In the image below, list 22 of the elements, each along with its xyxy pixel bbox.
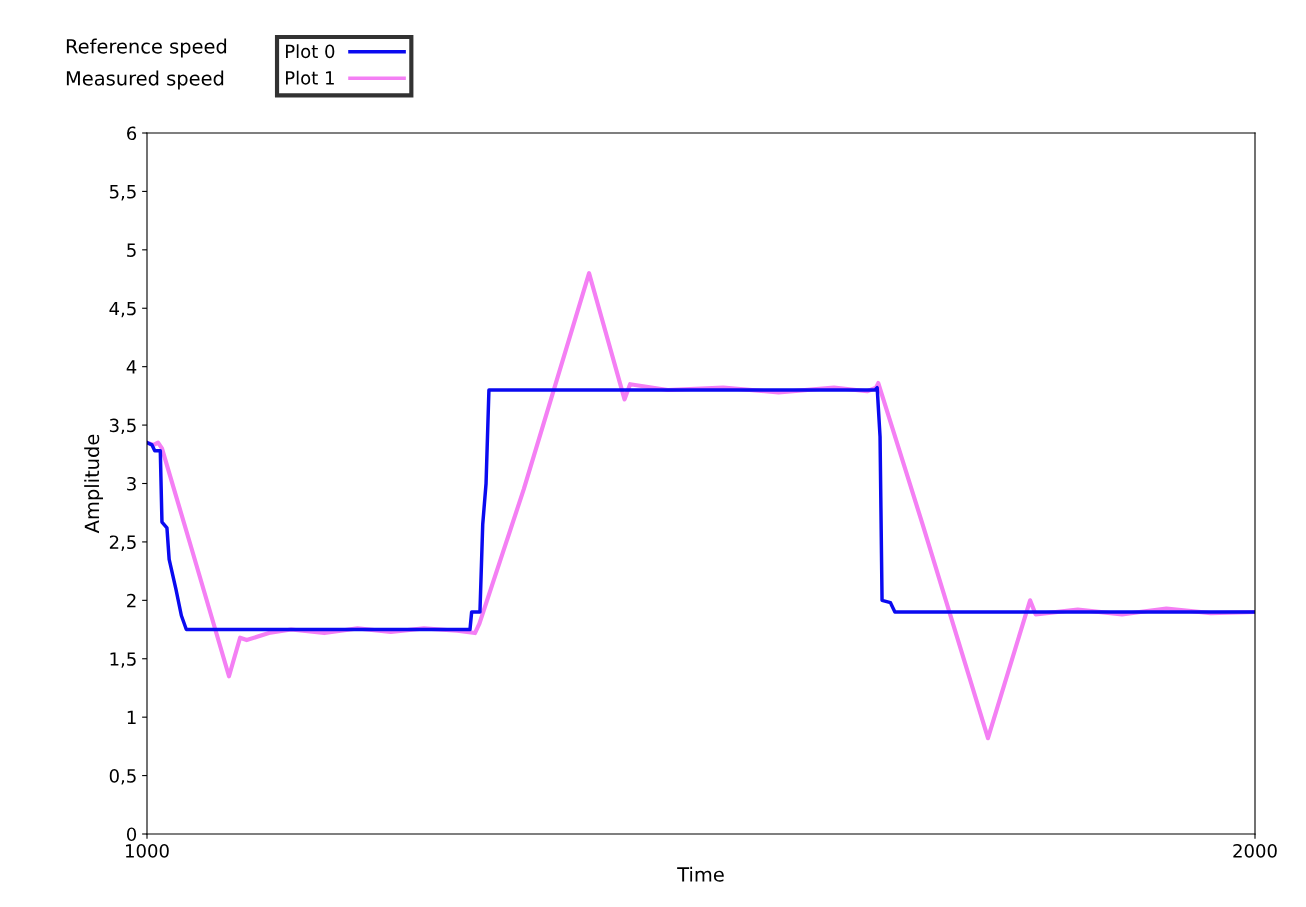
y-tick-label: 1 (127, 710, 136, 725)
x-axis-title: Time (677, 866, 724, 882)
y-tick-label: 2,5 (109, 535, 136, 551)
y-tick-label: 4 (126, 360, 137, 374)
line-series (147, 385, 1255, 632)
legend-label: Plot 1 (286, 70, 334, 85)
legend-label: Plot 0 (286, 44, 335, 59)
y-tick-label: 4,5 (109, 301, 136, 318)
y-axis-title: Amplitude (84, 434, 104, 534)
text: Reference speed (66, 38, 227, 58)
x-tick-label: 2000 (1233, 844, 1277, 858)
y-tick-label: 3 (127, 476, 136, 491)
y-tick-label: 1,5 (110, 652, 136, 668)
y-tick-label: 6 (127, 126, 137, 141)
y-tick-label: 5 (127, 243, 136, 257)
y-tick-label: 2 (127, 593, 136, 608)
y-tick-label: 5,5 (109, 185, 136, 201)
y-tick-label: 0 (126, 827, 137, 842)
text: Measured speed (66, 70, 224, 90)
y-tick-label: 0,5 (109, 769, 136, 785)
y-tick-label: 3,5 (109, 418, 136, 435)
x-tick-label: 1000 (126, 844, 169, 858)
